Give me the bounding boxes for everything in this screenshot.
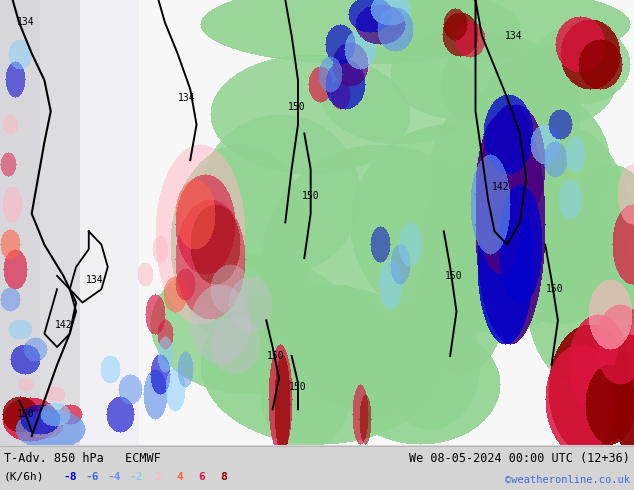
Text: T-Adv. 850 hPa   ECMWF: T-Adv. 850 hPa ECMWF — [4, 452, 161, 465]
Text: -4: -4 — [107, 472, 120, 482]
Text: -8: -8 — [63, 472, 77, 482]
Text: (K/6h): (K/6h) — [4, 472, 44, 482]
Text: 142: 142 — [492, 182, 510, 192]
Text: 150: 150 — [546, 284, 564, 294]
Text: 150: 150 — [302, 191, 320, 201]
Text: 8: 8 — [221, 472, 228, 482]
Text: 4: 4 — [177, 472, 183, 482]
Text: 150: 150 — [16, 409, 34, 419]
Text: 150: 150 — [289, 382, 307, 392]
Text: 150: 150 — [288, 102, 306, 112]
Text: -2: -2 — [129, 472, 143, 482]
Text: 134: 134 — [505, 30, 522, 41]
Text: 134: 134 — [86, 275, 104, 285]
Text: ©weatheronline.co.uk: ©weatheronline.co.uk — [505, 475, 630, 485]
Text: 6: 6 — [198, 472, 205, 482]
Text: 150: 150 — [444, 271, 462, 281]
Text: 134: 134 — [178, 93, 196, 103]
Text: 134: 134 — [16, 17, 34, 27]
Text: -6: -6 — [85, 472, 99, 482]
Text: We 08-05-2024 00:00 UTC (12+36): We 08-05-2024 00:00 UTC (12+36) — [409, 452, 630, 465]
Text: 150: 150 — [267, 351, 285, 361]
Text: 2: 2 — [155, 472, 162, 482]
Text: 142: 142 — [55, 320, 72, 330]
